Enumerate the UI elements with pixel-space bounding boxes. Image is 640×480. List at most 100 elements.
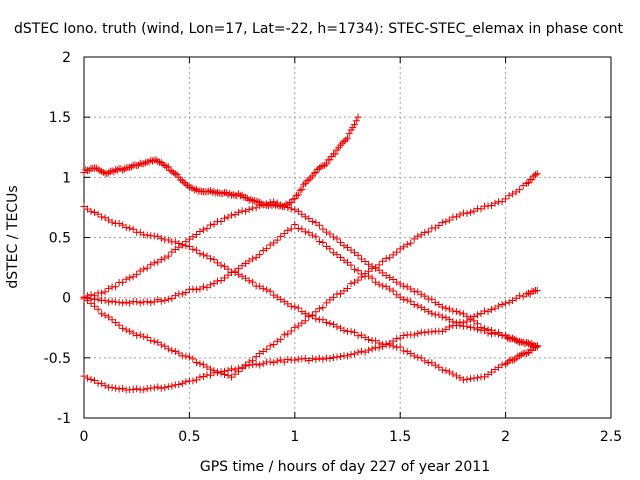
data-point <box>287 327 295 335</box>
data-point <box>122 326 130 334</box>
data-point <box>133 298 141 306</box>
data-point <box>329 249 337 257</box>
data-point <box>161 342 169 350</box>
data-point <box>87 207 95 215</box>
data-point <box>491 366 499 374</box>
data-point <box>157 341 165 349</box>
data-point <box>396 334 404 342</box>
data-point <box>238 262 246 270</box>
data-point <box>452 213 460 221</box>
data-point <box>82 166 90 174</box>
data-point <box>263 245 271 253</box>
data-point <box>228 373 236 381</box>
data-point <box>329 320 337 328</box>
data-point <box>157 234 165 242</box>
data-point <box>171 292 179 300</box>
data-point <box>156 158 164 166</box>
data-point <box>301 228 309 236</box>
data-point <box>312 308 320 316</box>
data-point <box>301 213 309 221</box>
data-point <box>161 161 169 169</box>
x-tick-label: 1.5 <box>389 429 411 445</box>
data-point <box>336 352 344 360</box>
data-point <box>301 317 309 325</box>
data-point <box>428 295 436 303</box>
data-point <box>119 221 127 229</box>
data-point <box>221 274 229 282</box>
data-point <box>119 278 127 286</box>
data-point <box>326 230 334 238</box>
data-point <box>344 243 351 251</box>
data-point <box>321 161 329 169</box>
data-point <box>199 283 207 291</box>
data-point <box>126 327 134 335</box>
data-point <box>94 210 102 218</box>
data-point <box>477 205 485 213</box>
data-point <box>365 346 373 354</box>
data-point <box>531 344 539 352</box>
data-point <box>379 282 387 290</box>
data-point <box>435 221 443 229</box>
data-point <box>315 221 323 229</box>
data-point <box>326 245 334 253</box>
data-point <box>298 308 306 316</box>
data-point <box>140 333 148 341</box>
data-point <box>533 286 541 294</box>
data-point <box>161 384 169 392</box>
data-point <box>136 267 144 275</box>
data-point <box>154 158 162 166</box>
data-point <box>252 360 260 368</box>
data-point <box>136 228 144 236</box>
data-point <box>231 366 239 374</box>
data-point <box>182 352 190 360</box>
data-point <box>421 229 429 237</box>
data-point <box>484 326 492 334</box>
data-point <box>242 207 250 215</box>
data-point <box>231 267 239 275</box>
data-point <box>112 319 120 327</box>
data-point <box>94 295 102 303</box>
data-point <box>163 163 171 171</box>
data-point <box>338 139 346 147</box>
series-6 <box>80 286 541 394</box>
data-point <box>133 385 141 393</box>
data-point <box>287 302 295 310</box>
data-point <box>171 238 179 246</box>
data-point <box>333 235 341 243</box>
data-point <box>94 305 102 313</box>
data-point <box>161 296 169 304</box>
data-point <box>178 241 186 249</box>
data-point <box>336 238 344 246</box>
data-point <box>523 339 531 347</box>
data-point <box>314 165 322 173</box>
data-point <box>365 267 373 275</box>
data-point <box>280 202 288 210</box>
data-point <box>505 298 513 306</box>
data-point <box>287 199 295 207</box>
data-point <box>296 186 304 194</box>
data-point <box>178 379 186 387</box>
data-point <box>528 346 536 354</box>
series-4 <box>80 198 541 352</box>
data-point <box>435 363 443 371</box>
data-point <box>495 329 503 337</box>
data-point <box>342 136 350 144</box>
x-tick-labels: 0 0.5 1 1.5 2 2.5 <box>80 429 623 445</box>
data-point <box>98 167 106 175</box>
series-1 <box>80 113 362 211</box>
data-point <box>105 285 113 293</box>
data-point <box>442 314 450 322</box>
data-point <box>456 211 464 219</box>
data-point <box>354 251 362 259</box>
data-point <box>143 264 151 272</box>
data-point <box>277 295 285 303</box>
data-point <box>386 285 394 293</box>
data-point <box>96 167 104 175</box>
data-point <box>189 184 197 192</box>
data-point <box>242 259 250 267</box>
data-point <box>470 374 478 382</box>
data-point <box>168 167 176 175</box>
data-point <box>502 331 510 339</box>
data-point <box>396 343 404 351</box>
